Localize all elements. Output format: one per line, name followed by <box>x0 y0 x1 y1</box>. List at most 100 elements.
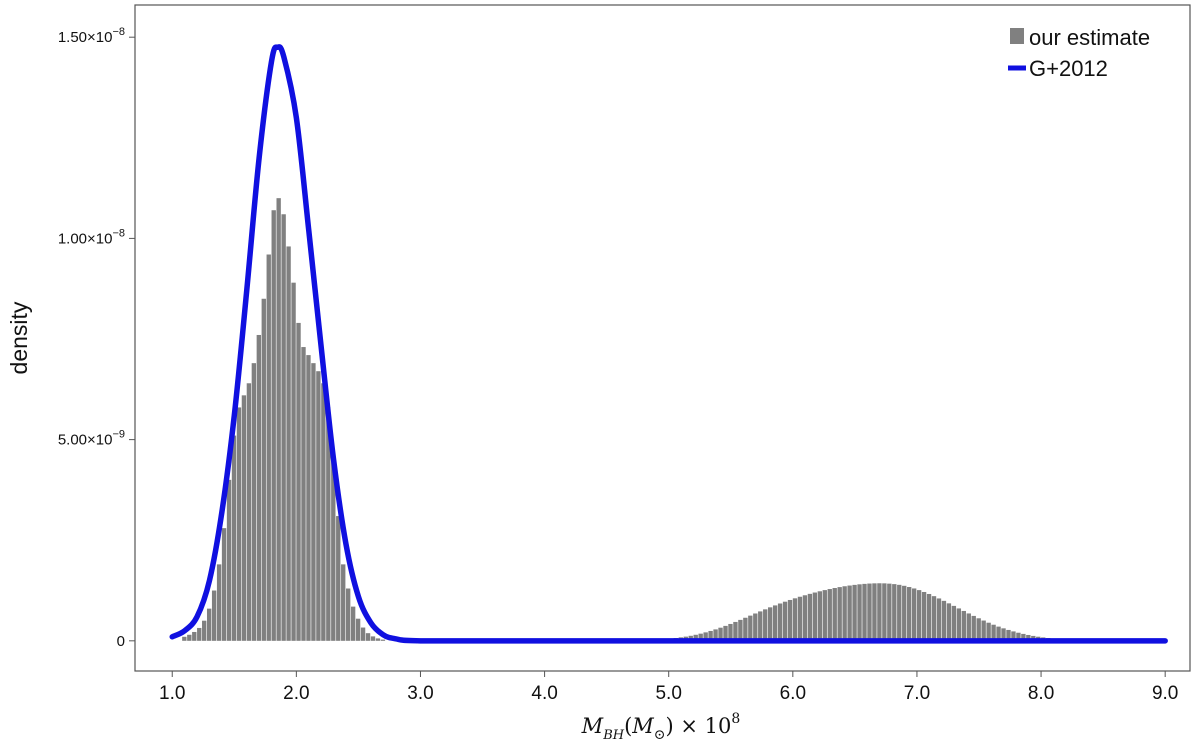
histogram-bar <box>236 407 242 641</box>
histogram-bar <box>748 615 753 641</box>
histogram-bar <box>837 587 842 641</box>
x-tick-label: 5.0 <box>655 683 681 704</box>
histogram-bar <box>931 596 937 641</box>
histogram-bar <box>897 584 902 641</box>
histogram-bar <box>703 632 708 641</box>
histogram-bar <box>763 609 768 641</box>
histogram-bar <box>723 625 728 641</box>
histogram-bar <box>306 355 311 641</box>
histogram-bars <box>182 198 1091 641</box>
histogram-bar <box>718 627 723 641</box>
histogram-bar <box>743 617 748 641</box>
histogram-bar <box>911 588 917 641</box>
legend: our estimate G+2012 <box>1008 25 1150 81</box>
histogram-bar <box>872 583 877 641</box>
histogram-bar <box>951 605 957 641</box>
histogram-bar <box>892 584 897 641</box>
histogram-bar <box>991 624 996 641</box>
histogram-bar <box>241 395 247 641</box>
histogram-bar <box>281 214 286 641</box>
histogram-bar <box>375 638 381 641</box>
histogram-bar <box>331 455 336 641</box>
x-tick-label: 3.0 <box>407 683 433 704</box>
histogram-bar <box>266 254 271 641</box>
histogram-bar <box>926 593 932 641</box>
histogram-bar <box>713 629 718 641</box>
histogram-bar <box>341 564 346 641</box>
histogram-bar <box>887 583 892 641</box>
histogram-bar <box>370 636 376 641</box>
histogram-bar <box>256 334 261 641</box>
histogram-bar <box>286 246 291 641</box>
histogram-bar <box>211 590 217 641</box>
histogram-bar <box>996 626 1001 641</box>
x-tick-label: 9.0 <box>1152 683 1178 704</box>
histogram-bar <box>867 583 872 641</box>
histogram-bar <box>1011 631 1016 641</box>
histogram-bar <box>941 600 947 641</box>
histogram-bar <box>197 627 202 641</box>
histogram-bar <box>321 383 326 641</box>
histogram-bar <box>907 587 912 641</box>
histogram-bar <box>946 603 952 641</box>
histogram-bar <box>822 590 827 641</box>
histogram-bar <box>182 636 187 641</box>
histogram-bar <box>807 593 813 641</box>
y-axis: 0 5.00×10−9 1.00×10−8 1.50×10−8 <box>58 26 135 650</box>
histogram-bar <box>882 583 887 641</box>
histogram-bar <box>350 606 356 641</box>
histogram-bar <box>1021 633 1026 641</box>
histogram-bar <box>336 516 341 641</box>
histogram-bar <box>301 347 306 641</box>
histogram-bar <box>296 322 301 641</box>
histogram-bar <box>817 591 823 641</box>
histogram-bar <box>360 627 366 641</box>
histogram-bar <box>902 585 907 641</box>
histogram-bar <box>251 363 257 641</box>
y-axis-title: density <box>6 301 32 374</box>
histogram-bar <box>758 611 763 641</box>
histogram-bar <box>698 633 703 641</box>
histogram-bar <box>986 622 991 641</box>
histogram-bar <box>777 603 783 641</box>
histogram-bar <box>877 583 882 641</box>
histogram-bar <box>206 608 212 641</box>
x-tick-label: 8.0 <box>1028 683 1054 704</box>
series-line-g2012 <box>169 44 1168 644</box>
x-tick-label: 6.0 <box>780 683 806 704</box>
x-tick-label: 2.0 <box>283 683 309 704</box>
histogram-bar <box>1026 634 1031 641</box>
histogram-bar <box>753 613 758 641</box>
histogram-bar <box>365 633 371 641</box>
histogram-bar <box>862 583 867 641</box>
histogram-bar <box>857 584 862 641</box>
histogram-bar <box>1006 629 1011 641</box>
histogram-bar <box>216 564 222 641</box>
x-tick-label: 7.0 <box>904 683 930 704</box>
legend-label-our-estimate: our estimate <box>1029 25 1150 50</box>
histogram-bar <box>271 210 276 641</box>
histogram-bar <box>936 598 942 641</box>
histogram-bar <box>226 479 232 641</box>
histogram-bar <box>276 198 281 641</box>
histogram-bar <box>916 590 922 641</box>
histogram-bar <box>202 620 207 641</box>
y-tick-label: 5.00×10−9 <box>58 429 125 449</box>
histogram-bar <box>380 639 386 641</box>
y-tick-label: 1.00×10−8 <box>58 227 125 247</box>
y-tick-label: 1.50×10−8 <box>58 26 125 46</box>
histogram-bar <box>316 371 321 641</box>
histogram-bar <box>221 528 227 641</box>
histogram-bar <box>733 621 738 641</box>
legend-swatch-our-estimate <box>1010 28 1024 44</box>
histogram-bar <box>961 610 966 641</box>
histogram-bar <box>832 588 837 641</box>
histogram-bar <box>708 630 713 641</box>
x-tick-label: 1.0 <box>159 683 185 704</box>
histogram-bar <box>326 407 331 641</box>
histogram-bar <box>291 282 296 641</box>
histogram-bar <box>768 607 773 641</box>
histogram-bar <box>976 618 981 641</box>
histogram-bar <box>787 599 793 641</box>
